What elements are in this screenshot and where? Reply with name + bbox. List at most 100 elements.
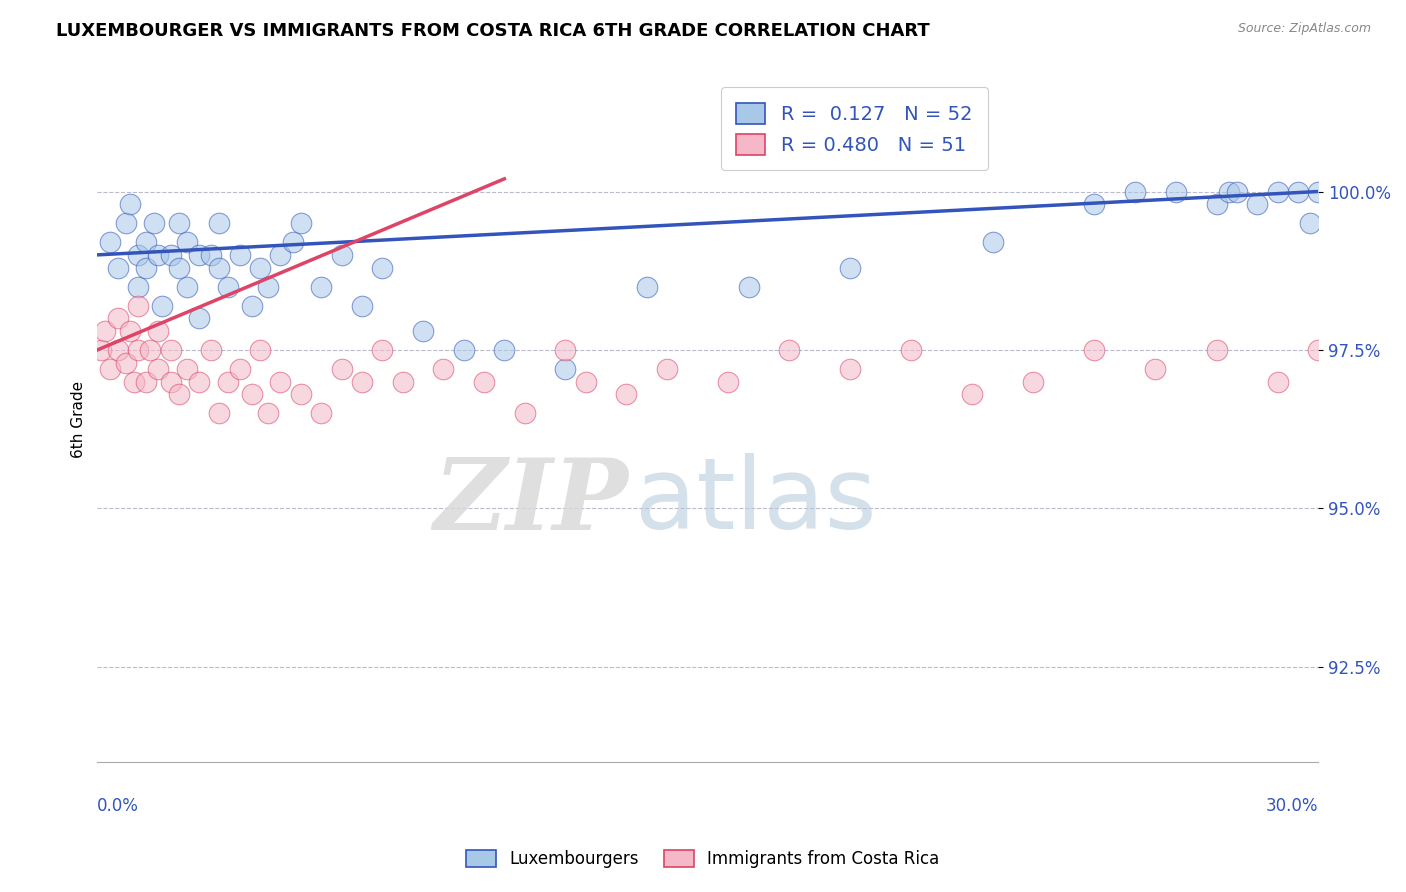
Point bbox=[152, 299, 174, 313]
Point bbox=[90, 343, 112, 357]
Point bbox=[167, 216, 190, 230]
Point bbox=[472, 375, 495, 389]
Point bbox=[1267, 185, 1289, 199]
Point bbox=[127, 279, 149, 293]
Point bbox=[98, 362, 121, 376]
Point bbox=[981, 235, 1004, 250]
Point bbox=[127, 248, 149, 262]
Y-axis label: 6th Grade: 6th Grade bbox=[72, 381, 86, 458]
Text: ZIP: ZIP bbox=[433, 453, 628, 550]
Point bbox=[962, 387, 984, 401]
Point bbox=[900, 343, 922, 357]
Point bbox=[371, 343, 394, 357]
Text: 0.0%: 0.0% bbox=[97, 797, 139, 814]
Point bbox=[249, 260, 271, 275]
Point bbox=[717, 375, 740, 389]
Point bbox=[176, 362, 198, 376]
Point bbox=[1083, 197, 1105, 211]
Point bbox=[200, 248, 222, 262]
Point bbox=[839, 362, 862, 376]
Point bbox=[636, 279, 658, 293]
Point bbox=[350, 299, 373, 313]
Text: atlas: atlas bbox=[634, 453, 876, 550]
Legend: Luxembourgers, Immigrants from Costa Rica: Luxembourgers, Immigrants from Costa Ric… bbox=[460, 843, 946, 875]
Legend: R =  0.127   N = 52, R = 0.480   N = 51: R = 0.127 N = 52, R = 0.480 N = 51 bbox=[721, 87, 988, 170]
Text: Source: ZipAtlas.com: Source: ZipAtlas.com bbox=[1237, 22, 1371, 36]
Point bbox=[94, 324, 117, 338]
Point bbox=[269, 248, 291, 262]
Point bbox=[453, 343, 475, 357]
Point bbox=[350, 375, 373, 389]
Point bbox=[240, 299, 263, 313]
Point bbox=[135, 260, 157, 275]
Point bbox=[412, 324, 434, 338]
Point bbox=[737, 279, 759, 293]
Point bbox=[330, 248, 353, 262]
Text: LUXEMBOURGER VS IMMIGRANTS FROM COSTA RICA 6TH GRADE CORRELATION CHART: LUXEMBOURGER VS IMMIGRANTS FROM COSTA RI… bbox=[56, 22, 929, 40]
Point bbox=[1205, 343, 1227, 357]
Point bbox=[1246, 197, 1268, 211]
Point bbox=[229, 248, 252, 262]
Point bbox=[494, 343, 516, 357]
Point bbox=[330, 362, 353, 376]
Point bbox=[127, 343, 149, 357]
Point bbox=[513, 406, 536, 420]
Point bbox=[208, 406, 231, 420]
Point bbox=[1144, 362, 1167, 376]
Point bbox=[839, 260, 862, 275]
Point bbox=[1308, 185, 1330, 199]
Point bbox=[208, 216, 231, 230]
Point bbox=[309, 406, 332, 420]
Point bbox=[1083, 343, 1105, 357]
Point bbox=[257, 406, 280, 420]
Point bbox=[107, 260, 129, 275]
Point bbox=[139, 343, 162, 357]
Point bbox=[554, 362, 576, 376]
Point bbox=[1205, 197, 1227, 211]
Point bbox=[778, 343, 800, 357]
Point bbox=[118, 324, 141, 338]
Point bbox=[391, 375, 413, 389]
Point bbox=[240, 387, 263, 401]
Point bbox=[309, 279, 332, 293]
Point bbox=[554, 343, 576, 357]
Point bbox=[159, 248, 181, 262]
Point bbox=[371, 260, 394, 275]
Point bbox=[1123, 185, 1146, 199]
Point bbox=[290, 387, 312, 401]
Point bbox=[127, 299, 149, 313]
Point bbox=[1164, 185, 1187, 199]
Point bbox=[575, 375, 598, 389]
Point bbox=[249, 343, 271, 357]
Point bbox=[148, 362, 170, 376]
Point bbox=[432, 362, 454, 376]
Point bbox=[290, 216, 312, 230]
Point bbox=[143, 216, 166, 230]
Point bbox=[135, 375, 157, 389]
Point bbox=[176, 279, 198, 293]
Point bbox=[1299, 216, 1322, 230]
Point bbox=[159, 343, 181, 357]
Point bbox=[188, 248, 211, 262]
Point bbox=[167, 260, 190, 275]
Point bbox=[1286, 185, 1309, 199]
Point bbox=[122, 375, 145, 389]
Point bbox=[1226, 185, 1249, 199]
Point bbox=[217, 279, 239, 293]
Point bbox=[176, 235, 198, 250]
Point bbox=[167, 387, 190, 401]
Point bbox=[148, 324, 170, 338]
Point bbox=[98, 235, 121, 250]
Point bbox=[159, 375, 181, 389]
Point bbox=[107, 343, 129, 357]
Point bbox=[118, 197, 141, 211]
Point bbox=[200, 343, 222, 357]
Point bbox=[135, 235, 157, 250]
Point bbox=[1267, 375, 1289, 389]
Point bbox=[229, 362, 252, 376]
Text: 30.0%: 30.0% bbox=[1265, 797, 1319, 814]
Point bbox=[616, 387, 638, 401]
Point bbox=[281, 235, 304, 250]
Point bbox=[257, 279, 280, 293]
Point bbox=[107, 311, 129, 326]
